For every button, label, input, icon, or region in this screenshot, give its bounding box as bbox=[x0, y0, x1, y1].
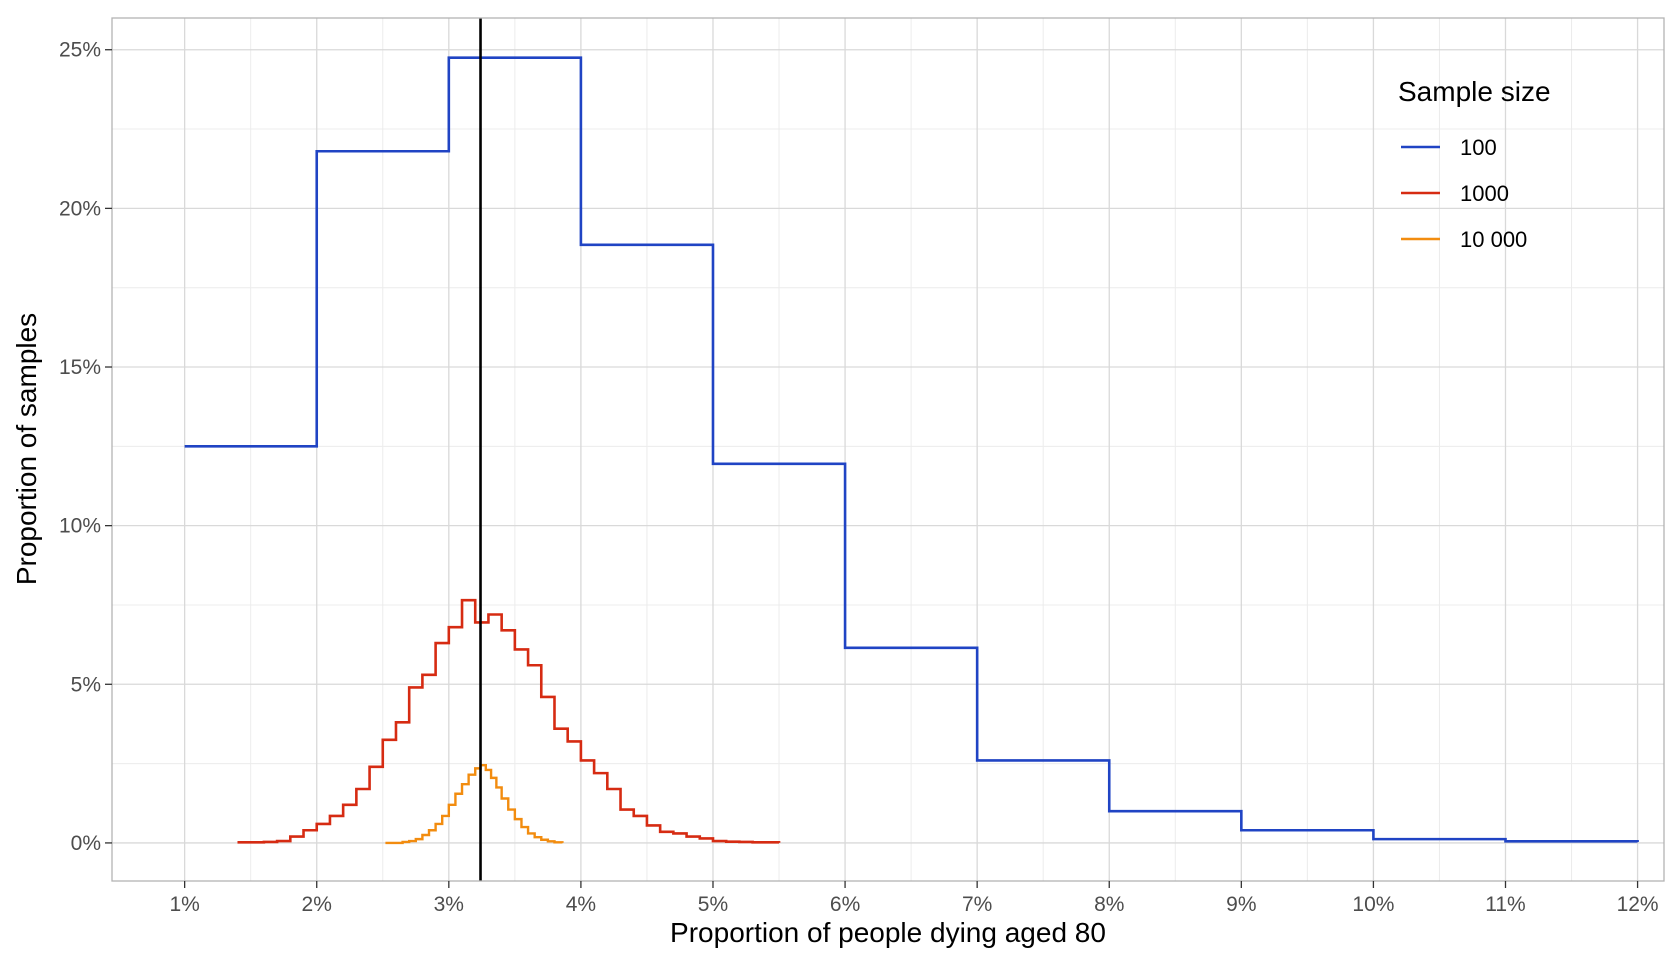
x-tick-label: 5% bbox=[698, 893, 728, 916]
legend-label: 100 bbox=[1460, 135, 1497, 160]
series-line-100 bbox=[184, 56, 1639, 843]
x-tick-label: 2% bbox=[302, 893, 332, 916]
x-tick-label: 3% bbox=[434, 893, 464, 916]
y-tick-label: 20% bbox=[59, 197, 101, 220]
y-axis-title: Proportion of samples bbox=[11, 313, 42, 585]
x-tick-label: 9% bbox=[1226, 893, 1256, 916]
x-tick-label: 4% bbox=[566, 893, 596, 916]
y-tick-label: 25% bbox=[59, 39, 101, 62]
x-tick-label: 12% bbox=[1617, 893, 1659, 916]
x-tick-label: 6% bbox=[830, 893, 860, 916]
x-tick-label: 1% bbox=[169, 893, 199, 916]
x-tick-label: 8% bbox=[1094, 893, 1124, 916]
legend-label: 10 000 bbox=[1460, 227, 1527, 252]
legend-items: 100 1000 10 000 bbox=[1401, 135, 1527, 252]
panel-border bbox=[111, 17, 1665, 882]
y-tick-label: 15% bbox=[59, 356, 101, 379]
x-tick-label: 7% bbox=[962, 893, 992, 916]
x-axis-ticks: 1% 2% 3% 4% 5% 6% 7% 8% 9% 10% 11% 12% bbox=[169, 881, 1659, 916]
legend: Sample size 100 1000 10 000 bbox=[1398, 76, 1551, 252]
series-line-1000 bbox=[237, 598, 781, 844]
x-tick-label: 10% bbox=[1352, 893, 1394, 916]
y-axis-ticks: 0% 5% 10% 15% 20% 25% bbox=[59, 39, 112, 855]
legend-label: 1000 bbox=[1460, 181, 1509, 206]
y-tick-label: 0% bbox=[71, 832, 101, 855]
legend-title: Sample size bbox=[1398, 76, 1551, 107]
y-tick-label: 10% bbox=[59, 515, 101, 538]
x-axis-title: Proportion of people dying aged 80 bbox=[670, 917, 1106, 948]
y-tick-label: 5% bbox=[71, 673, 101, 696]
x-tick-label: 11% bbox=[1485, 893, 1525, 916]
